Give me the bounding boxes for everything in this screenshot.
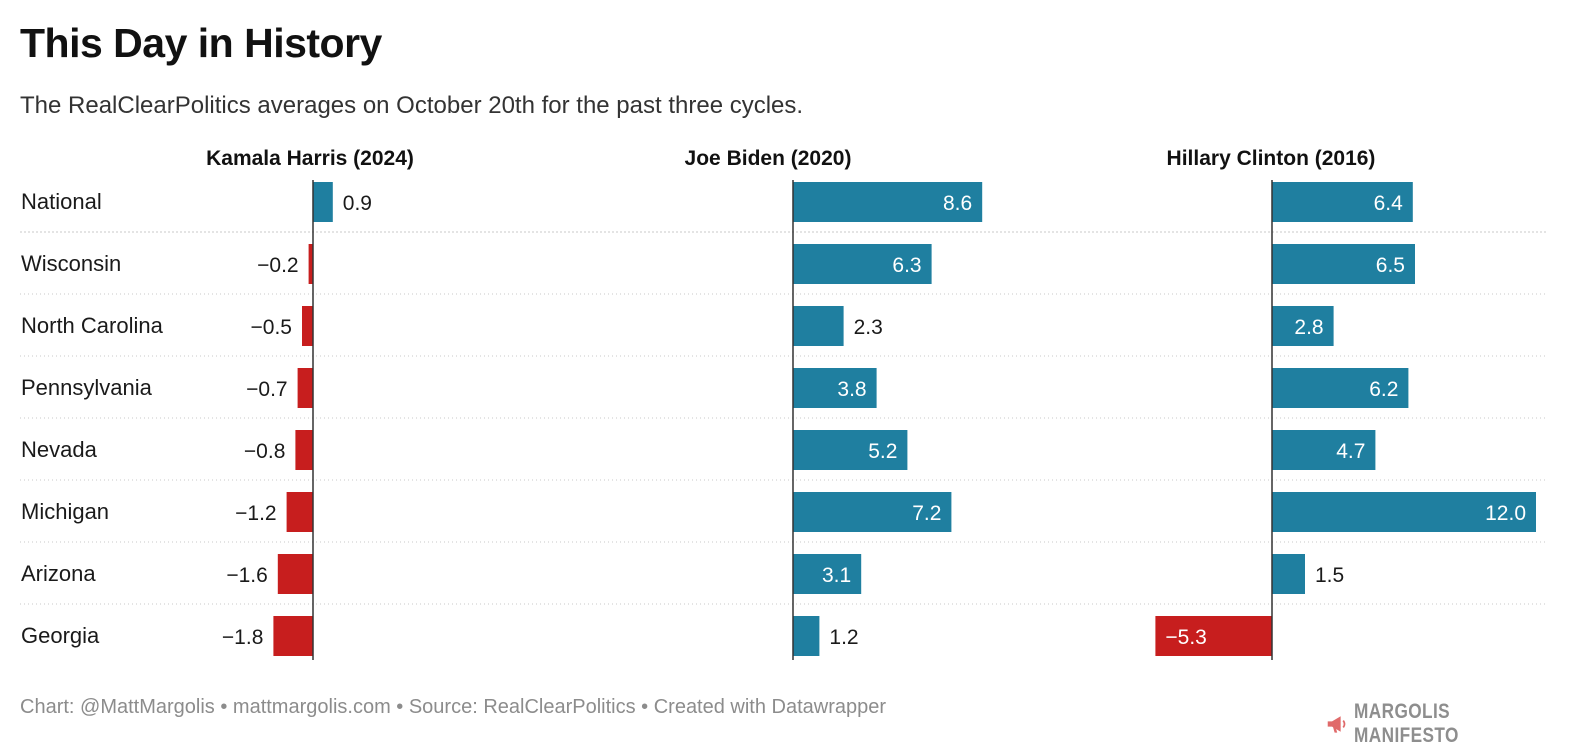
bar [297, 368, 313, 408]
data-label: 0.9 [343, 192, 372, 215]
row-label: North Carolina [21, 313, 164, 338]
bar [295, 430, 313, 470]
data-label: 3.1 [822, 564, 851, 587]
data-label: 1.2 [829, 626, 858, 649]
bar [793, 430, 908, 470]
bar [1272, 182, 1413, 222]
data-label: 2.8 [1294, 316, 1323, 339]
megaphone-icon [1327, 716, 1346, 733]
row-label: National [21, 189, 102, 214]
chart-footer: Chart: @MattMargolis • mattmargolis.com … [20, 696, 887, 718]
bar [793, 182, 983, 222]
row-label: Wisconsin [21, 251, 121, 276]
bar [313, 182, 333, 222]
bar [793, 492, 952, 532]
row-label: Nevada [21, 437, 98, 462]
row-label: Pennsylvania [21, 375, 153, 400]
bar [793, 306, 844, 346]
bar [793, 244, 932, 284]
data-label: 5.2 [868, 440, 897, 463]
column-header: Kamala Harris (2024) [206, 147, 414, 170]
chart-title: This Day in History [20, 20, 382, 66]
data-label: 7.2 [912, 502, 941, 525]
data-label: 4.7 [1336, 440, 1365, 463]
data-label: −1.6 [226, 564, 267, 587]
bar [1272, 306, 1334, 346]
row-label: Georgia [21, 623, 100, 648]
data-label: −1.8 [222, 626, 263, 649]
data-label: −1.2 [235, 502, 276, 525]
bar [302, 306, 313, 346]
data-label: 3.8 [837, 378, 866, 401]
row-label: Michigan [21, 499, 109, 524]
column-header: Joe Biden (2020) [685, 147, 852, 170]
bar [1272, 244, 1415, 284]
data-label: 2.3 [854, 316, 883, 339]
bar [1272, 430, 1376, 470]
bar [1155, 616, 1272, 656]
data-label: −0.2 [257, 254, 298, 277]
row-label: Arizona [21, 561, 96, 586]
data-label: 8.6 [943, 192, 972, 215]
bar [1272, 492, 1536, 532]
column-header: Hillary Clinton (2016) [1167, 147, 1376, 170]
data-label: 6.2 [1369, 378, 1398, 401]
data-label: 12.0 [1485, 502, 1526, 525]
bar [277, 554, 313, 594]
bar [273, 616, 313, 656]
data-label: −0.5 [251, 316, 292, 339]
data-label: 6.3 [892, 254, 921, 277]
data-label: −5.3 [1165, 626, 1206, 649]
bar [793, 616, 820, 656]
logo-text: MARGOLIS MANIFESTO [1354, 700, 1460, 747]
bar [1272, 368, 1409, 408]
data-label: 6.5 [1376, 254, 1405, 277]
brand-logo: MARGOLIS MANIFESTO [1326, 700, 1571, 748]
data-label: −0.8 [244, 440, 285, 463]
bar [793, 554, 862, 594]
bar [1272, 554, 1305, 594]
data-label: 1.5 [1315, 564, 1344, 587]
bar [286, 492, 313, 532]
bar [308, 244, 313, 284]
data-label: 6.4 [1374, 192, 1404, 215]
bar [793, 368, 877, 408]
data-label: −0.7 [246, 378, 287, 401]
chart-subtitle: The RealClearPolitics averages on Octobe… [20, 92, 804, 119]
